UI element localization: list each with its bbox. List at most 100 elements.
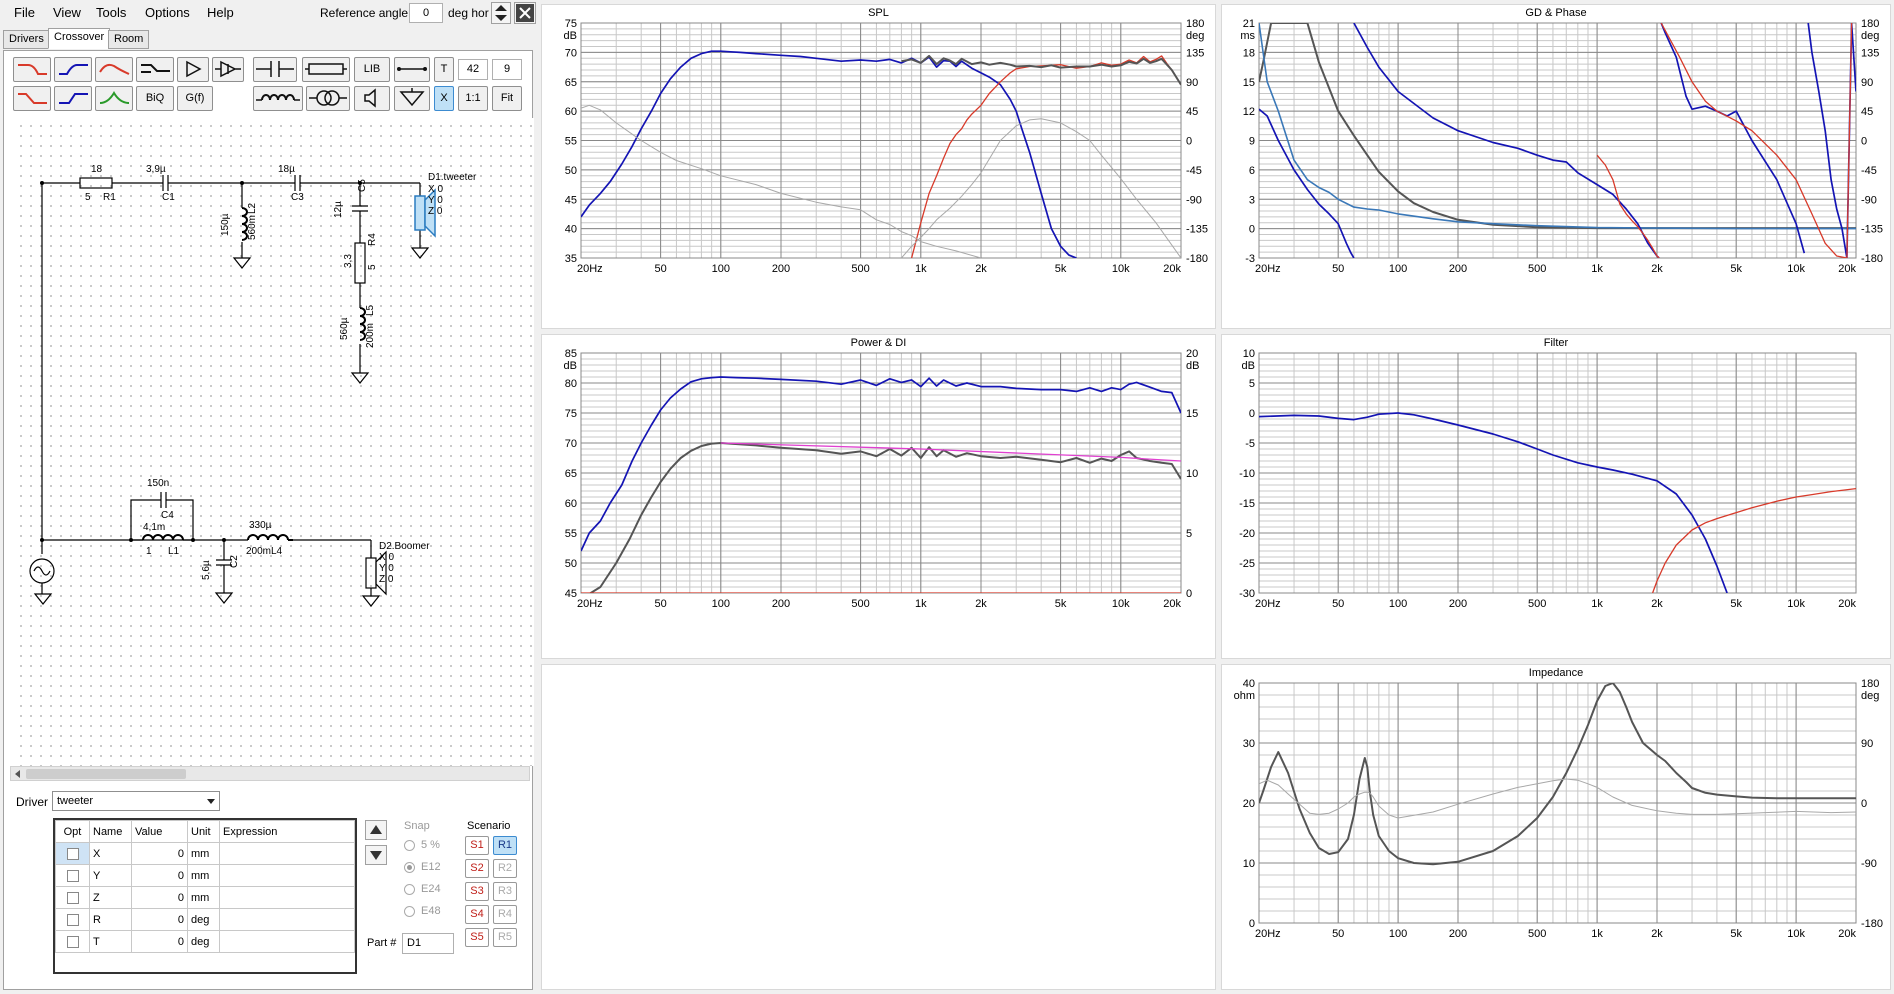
reference-angle-input[interactable]: 0 <box>409 3 443 23</box>
param-expression[interactable] <box>219 842 355 865</box>
highpass-blue-button[interactable] <box>54 57 92 82</box>
opt-checkbox[interactable] <box>66 869 79 882</box>
snap-radio[interactable] <box>404 862 415 873</box>
y-tick-label: 50 <box>565 558 577 570</box>
bandpass-green-button[interactable] <box>95 86 133 111</box>
resistor-button[interactable] <box>302 57 350 82</box>
y2-tick-label: 0 <box>1861 798 1867 810</box>
table-row[interactable]: Z 0 mm <box>55 886 355 909</box>
close-button[interactable] <box>514 2 536 24</box>
speaker-button[interactable] <box>354 86 390 111</box>
series-blue-line <box>581 376 1181 552</box>
capacitor-button[interactable] <box>253 57 297 82</box>
x-tick-label: 5k <box>1055 263 1067 275</box>
bandpass-red-button[interactable] <box>95 57 133 82</box>
param-expression[interactable] <box>219 886 355 909</box>
transformer-button[interactable] <box>306 86 350 111</box>
move-down-button[interactable] <box>365 845 387 865</box>
scenario-r2-button[interactable]: R2 <box>493 859 517 878</box>
ground-button[interactable] <box>394 86 430 111</box>
snap-radio[interactable] <box>404 840 415 851</box>
scenario-r4-button[interactable]: R4 <box>493 905 517 924</box>
y-tick-label: 70 <box>565 47 577 59</box>
param-expression[interactable] <box>219 930 355 953</box>
scenario-s4-button[interactable]: S4 <box>465 905 489 924</box>
opt-checkbox[interactable] <box>66 935 79 948</box>
tab-drivers[interactable]: Drivers <box>3 30 50 49</box>
menu-help[interactable]: Help <box>207 5 234 20</box>
scenario-s2-button[interactable]: S2 <box>465 859 489 878</box>
y-tick-label: 50 <box>565 165 577 177</box>
highpass-blue-2-button[interactable] <box>54 86 92 111</box>
param-value[interactable]: 0 <box>131 864 188 887</box>
lowpass-red-button[interactable] <box>13 57 51 82</box>
snap-radio[interactable] <box>404 906 415 917</box>
col-value: Value <box>131 820 188 843</box>
opt-checkbox[interactable] <box>66 847 79 860</box>
param-value[interactable]: 0 <box>131 842 188 865</box>
schematic-scrollbar[interactable] <box>10 766 530 781</box>
tab-crossover[interactable]: Crossover <box>48 28 111 49</box>
scenario-s3-button[interactable]: S3 <box>465 882 489 901</box>
amplifier-button[interactable] <box>212 57 244 82</box>
shelf-button[interactable] <box>136 57 174 82</box>
snap-radio[interactable] <box>404 884 415 895</box>
table-row[interactable]: R 0 deg <box>55 908 355 931</box>
param-value[interactable]: 0 <box>131 930 188 953</box>
y-tick-label: 65 <box>565 468 577 480</box>
menu-options[interactable]: Options <box>145 5 190 20</box>
y2-tick-label: 0 <box>1186 588 1192 600</box>
c4-label: C4 <box>161 510 174 521</box>
d1-y: Y 0 <box>428 195 443 206</box>
schematic-canvas[interactable]: 18 5 R1 3,9µ C1 18µ C3 C5 12µ 3,3 R4 5 1… <box>13 118 534 766</box>
wire-button[interactable] <box>394 57 430 82</box>
param-expression[interactable] <box>219 908 355 931</box>
y-tick-label: 20 <box>1243 798 1255 810</box>
menu-file[interactable]: File <box>14 5 35 20</box>
fit-button[interactable]: Fit <box>492 86 522 111</box>
table-row[interactable]: X 0 mm <box>55 842 355 865</box>
menu-view[interactable]: View <box>53 5 81 20</box>
t-value-1[interactable]: 42 <box>458 59 488 80</box>
scenario-r1-button[interactable]: R1 <box>493 836 517 855</box>
x-toggle-button[interactable]: X <box>434 86 454 111</box>
t-button[interactable]: T <box>434 57 454 82</box>
opt-checkbox[interactable] <box>66 891 79 904</box>
spl-chart[interactable]: 75 70 65 60 55 50 45 40 35 180 135 90 45 0 -45 -90 -135 -… <box>542 5 1217 330</box>
play-button[interactable] <box>177 57 209 82</box>
part-input[interactable]: D1 <box>402 933 454 954</box>
library-button[interactable]: LIB <box>354 57 390 82</box>
tab-room[interactable]: Room <box>108 30 150 49</box>
scenario-r5-button[interactable]: R5 <box>493 928 517 947</box>
scenario-s5-button[interactable]: S5 <box>465 928 489 947</box>
param-expression[interactable] <box>219 864 355 887</box>
gf-button[interactable]: G(f) <box>177 86 213 111</box>
series-light-line <box>901 118 1181 258</box>
lowpass-red-2-button[interactable] <box>13 86 51 111</box>
scenario-s1-button[interactable]: S1 <box>465 836 489 855</box>
scenario-r3-button[interactable]: R3 <box>493 882 517 901</box>
inductor-button[interactable] <box>253 86 303 111</box>
c3-label: C3 <box>291 192 304 203</box>
y2-tick-label: -45 <box>1861 165 1877 177</box>
one-to-one-button[interactable]: 1:1 <box>458 86 488 111</box>
driver-select[interactable]: tweeter <box>52 791 220 811</box>
move-up-button[interactable] <box>365 820 387 840</box>
opt-checkbox[interactable] <box>66 913 79 926</box>
angle-spinner[interactable] <box>491 2 511 24</box>
scroll-thumb[interactable] <box>26 769 186 779</box>
gd-phase-chart[interactable]: 21 18 15 12 9 6 3 0 -3 180 135 90 45 0 -45 -90 -135 -180 m… <box>1222 5 1892 330</box>
snap-option: E24 <box>421 883 441 895</box>
table-row[interactable]: T 0 deg <box>55 930 355 953</box>
biquad-button[interactable]: BiQ <box>136 86 174 111</box>
y-tick-label: 85 <box>565 348 577 360</box>
y2-tick-label: -45 <box>1186 165 1202 177</box>
menu-tools[interactable]: Tools <box>96 5 127 20</box>
t-value-2[interactable]: 9 <box>492 59 522 80</box>
param-value[interactable]: 0 <box>131 886 188 909</box>
param-value[interactable]: 0 <box>131 908 188 931</box>
table-row[interactable]: Y 0 mm <box>55 864 355 887</box>
